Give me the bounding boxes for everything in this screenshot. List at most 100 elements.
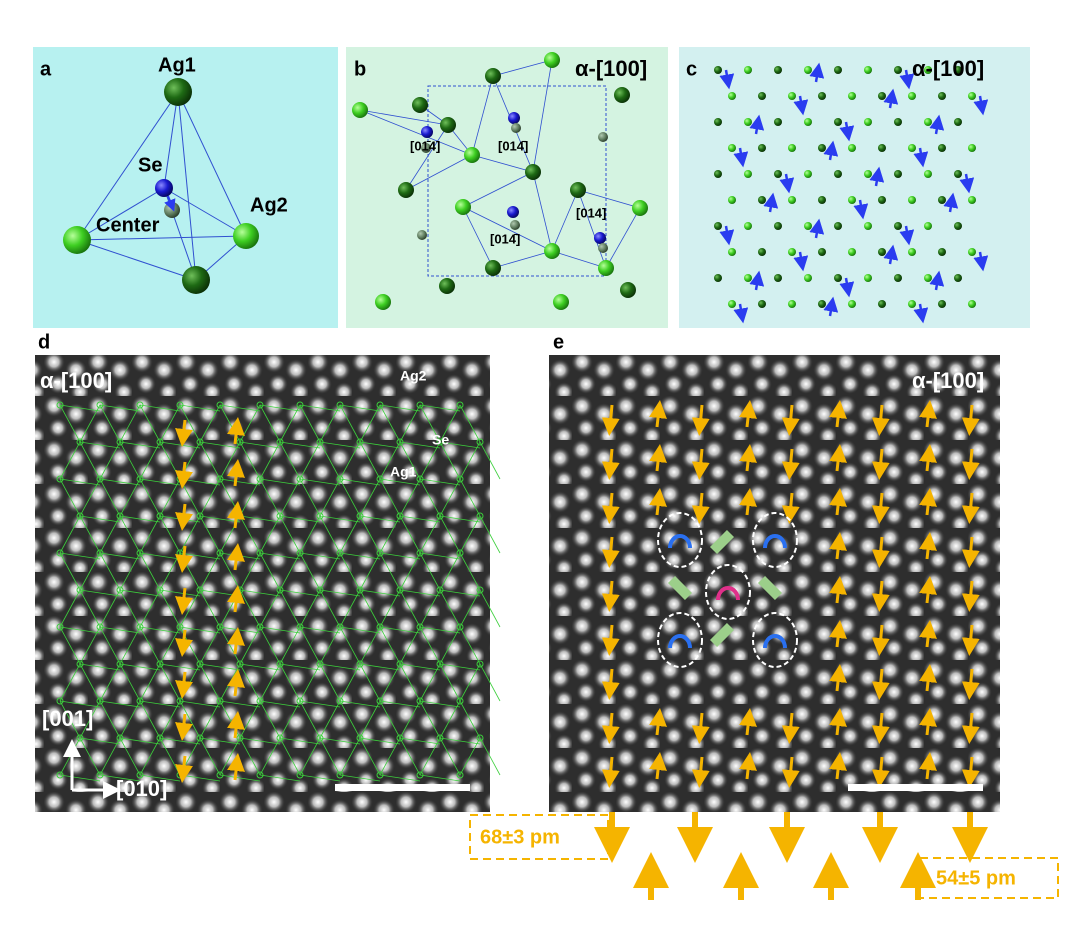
bond [829, 708, 847, 736]
bond [339, 478, 361, 517]
atom-marker [336, 697, 344, 705]
atom-marker [56, 549, 64, 557]
bond [439, 515, 461, 554]
bond [551, 189, 579, 252]
atom-marker [456, 549, 464, 557]
atom [894, 118, 902, 126]
bond [339, 737, 361, 776]
bond [159, 589, 201, 597]
atom-marker [396, 586, 404, 594]
bond [175, 587, 193, 615]
bond [99, 478, 121, 517]
bond [853, 199, 869, 220]
atom-marker [256, 549, 264, 557]
bond [179, 626, 221, 634]
bond [399, 552, 421, 591]
legend-label: 54±5 pm [936, 867, 1016, 889]
bond [379, 515, 401, 554]
atom-marker [476, 512, 484, 520]
bond [139, 441, 161, 480]
bond [339, 626, 361, 665]
bond [339, 404, 381, 412]
bond [279, 515, 301, 554]
bond [419, 441, 441, 480]
bond [459, 700, 481, 739]
orientation-label: α-[100] [912, 56, 984, 81]
atom [375, 294, 391, 310]
bond [913, 303, 929, 324]
bond [175, 713, 193, 741]
bond [299, 404, 341, 412]
bond [319, 589, 361, 597]
bond [492, 59, 553, 77]
atom [511, 123, 521, 133]
atom-marker [236, 660, 244, 668]
atom-marker [296, 697, 304, 705]
atom [968, 92, 976, 100]
atom-marker [96, 475, 104, 483]
bond [359, 441, 401, 449]
atom-marker [156, 660, 164, 668]
bond [379, 737, 401, 776]
atom-marker [376, 401, 384, 409]
bond [829, 664, 847, 692]
bond [239, 626, 261, 665]
atom [398, 182, 414, 198]
bond [399, 515, 441, 523]
bond [601, 536, 620, 568]
bond [871, 536, 890, 568]
atom-marker [436, 586, 444, 594]
bond [279, 478, 301, 517]
bond [299, 626, 341, 634]
bond [839, 121, 855, 142]
bond [577, 189, 641, 209]
bond [199, 663, 221, 702]
bond [319, 515, 341, 554]
bond [479, 441, 501, 480]
atom [848, 248, 856, 256]
atom-marker [296, 475, 304, 483]
atom-marker [436, 512, 444, 520]
bond [419, 663, 441, 702]
bond [359, 404, 381, 443]
atom [455, 199, 471, 215]
atom [63, 226, 91, 254]
bond [973, 251, 989, 272]
bond [79, 663, 121, 671]
bond [691, 756, 710, 788]
bond [439, 700, 461, 739]
bond [139, 404, 161, 443]
atom-label: Ag1 [158, 54, 196, 76]
bond [159, 737, 201, 745]
bond [159, 626, 181, 665]
bond [119, 515, 161, 523]
bond [199, 404, 221, 443]
atom [864, 222, 872, 230]
atom-marker [236, 438, 244, 446]
atom-marker [396, 660, 404, 668]
panel-e-image [549, 355, 1000, 812]
bond [119, 404, 141, 443]
atom [848, 196, 856, 204]
bond [359, 109, 473, 156]
bond [551, 250, 607, 269]
bond [299, 589, 321, 628]
bond [459, 515, 481, 554]
bond [943, 192, 959, 213]
atom-marker [136, 475, 144, 483]
bond [793, 95, 809, 116]
atom-marker [116, 660, 124, 668]
bond [459, 441, 481, 480]
bond [119, 737, 141, 776]
bond [259, 774, 301, 782]
unit-cell [427, 85, 607, 277]
bond [319, 737, 341, 776]
atom [728, 248, 736, 256]
atom [894, 170, 902, 178]
bond [279, 737, 321, 745]
bond [99, 404, 141, 412]
bond [691, 448, 710, 480]
atom-marker [416, 549, 424, 557]
bond [139, 774, 181, 782]
